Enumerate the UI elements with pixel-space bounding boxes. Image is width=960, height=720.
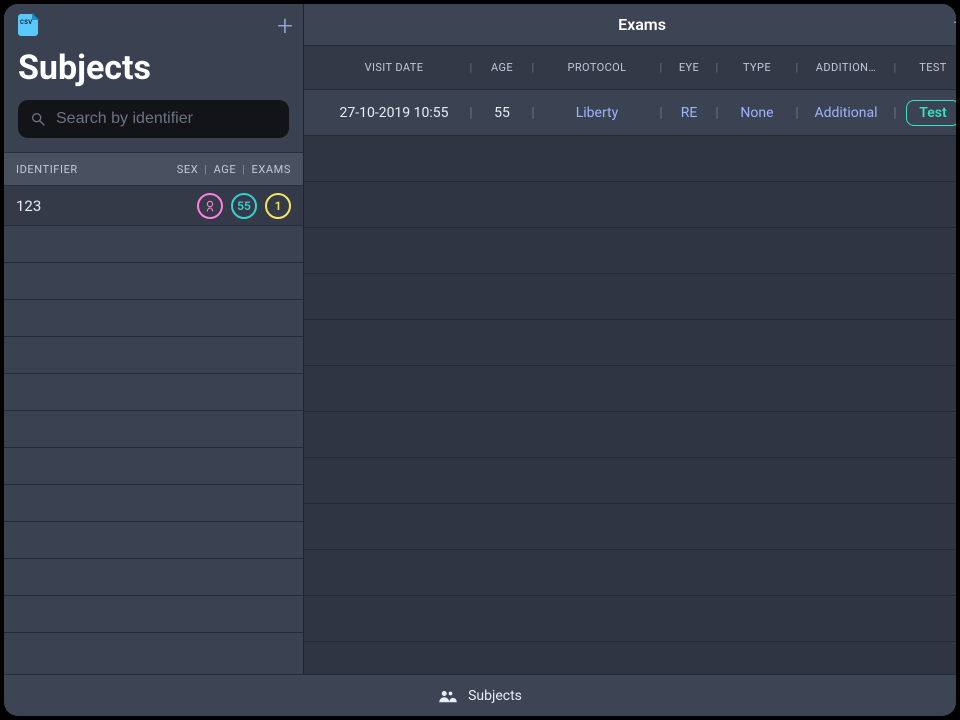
subjects-column-header: IDENTIFIER SEX | AGE | EXAMS xyxy=(4,152,303,186)
subjects-title: Subjects xyxy=(18,48,289,88)
exams-title: Exams xyxy=(618,15,666,34)
add-exam-button[interactable]: + xyxy=(953,10,956,36)
exam-protocol[interactable]: Liberty xyxy=(540,105,654,121)
table-row xyxy=(304,228,956,274)
age-badge: 55 xyxy=(231,193,257,219)
exam-row[interactable]: 27-10-2019 10:55 | 55 | Liberty | RE | N… xyxy=(304,90,956,136)
search-input[interactable] xyxy=(56,110,277,128)
add-subject-button[interactable]: + xyxy=(277,12,293,40)
list-item xyxy=(4,596,303,633)
exam-age: 55 xyxy=(478,105,526,121)
col-test: TEST xyxy=(902,61,956,74)
sex-badge-icon xyxy=(197,193,223,219)
col-identifier: IDENTIFIER xyxy=(16,163,78,176)
exam-additional[interactable]: Additional xyxy=(804,105,888,121)
col-eye: EYE xyxy=(668,61,710,74)
csv-export-icon[interactable] xyxy=(18,14,38,36)
table-row xyxy=(304,274,956,320)
list-item xyxy=(4,559,303,596)
table-row xyxy=(304,366,956,412)
list-item xyxy=(4,263,303,300)
search-field-wrap[interactable] xyxy=(18,100,289,138)
subject-list: 123 55 1 xyxy=(4,186,303,674)
table-row xyxy=(304,412,956,458)
exam-type[interactable]: None xyxy=(724,105,790,121)
footer-subjects-label[interactable]: Subjects xyxy=(468,688,522,704)
table-row xyxy=(304,458,956,504)
table-row xyxy=(304,596,956,642)
col-visit-date: VISIT DATE xyxy=(324,61,464,74)
subject-badges: 55 1 xyxy=(197,193,291,219)
main-split: + Subjects IDENTIFIER SEX | AGE | EXAMS xyxy=(4,4,956,674)
exam-visit-date: 27-10-2019 10:55 xyxy=(324,105,464,121)
list-item xyxy=(4,300,303,337)
table-row xyxy=(304,504,956,550)
col-protocol: PROTOCOL xyxy=(540,61,654,74)
footer-nav: Subjects xyxy=(4,674,956,716)
subjects-panel: + Subjects IDENTIFIER SEX | AGE | EXAMS xyxy=(4,4,304,674)
col-sex: SEX xyxy=(177,163,198,176)
list-item xyxy=(4,448,303,485)
list-item xyxy=(4,411,303,448)
list-item xyxy=(4,522,303,559)
col-exams: EXAMS xyxy=(252,163,291,176)
table-row xyxy=(304,182,956,228)
list-item xyxy=(4,485,303,522)
exams-header: Exams + xyxy=(304,4,956,46)
table-row xyxy=(304,550,956,596)
table-row xyxy=(304,136,956,182)
subject-row[interactable]: 123 55 1 xyxy=(4,186,303,226)
subjects-header: + Subjects xyxy=(4,4,303,152)
exams-body xyxy=(304,136,956,674)
col-age: AGE xyxy=(478,61,526,74)
exams-badge: 1 xyxy=(265,193,291,219)
col-type: TYPE xyxy=(724,61,790,74)
list-item xyxy=(4,374,303,411)
table-row xyxy=(304,320,956,366)
list-item xyxy=(4,226,303,263)
exam-eye[interactable]: RE xyxy=(668,105,710,121)
list-item xyxy=(4,337,303,374)
subjects-tab-icon xyxy=(438,689,458,703)
test-button[interactable]: Test xyxy=(906,100,956,126)
col-additional: ADDITION… xyxy=(804,61,888,74)
exams-panel: Exams + VISIT DATE | AGE | PROTOCOL | EY… xyxy=(304,4,956,674)
search-icon xyxy=(30,111,46,127)
exams-column-header: VISIT DATE | AGE | PROTOCOL | EYE | TYPE… xyxy=(304,46,956,90)
subject-identifier: 123 xyxy=(16,197,41,215)
exam-test-cell: Test xyxy=(902,100,956,126)
col-age: AGE xyxy=(214,163,237,176)
app-window: + Subjects IDENTIFIER SEX | AGE | EXAMS xyxy=(4,4,956,716)
